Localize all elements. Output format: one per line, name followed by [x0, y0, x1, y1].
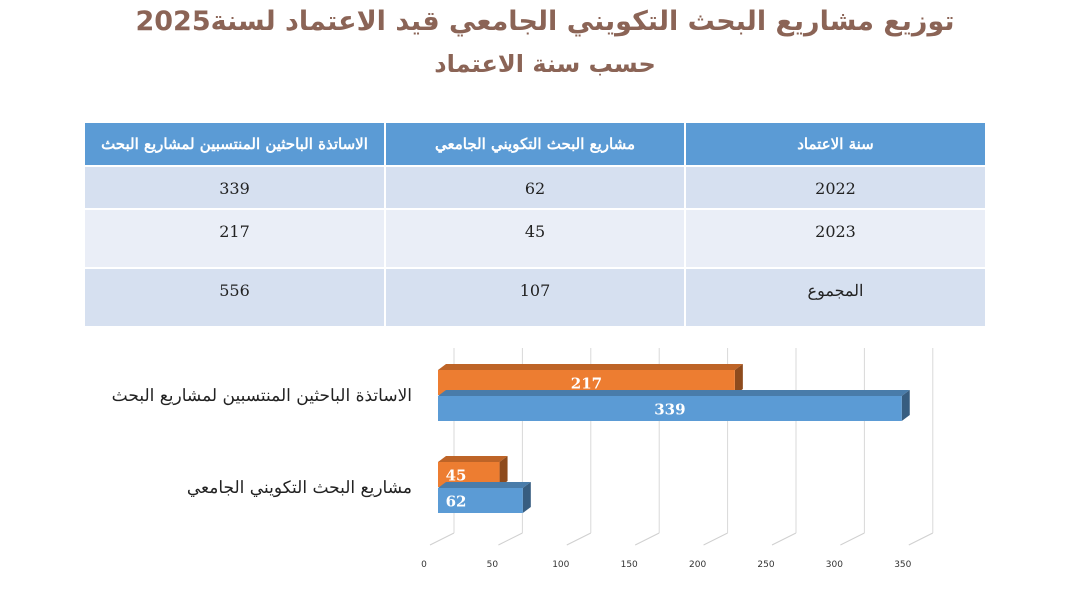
gridline-floor [498, 532, 523, 546]
bar-chart: 0 50 100 150 200 250 300 350 45 62 مشاريع البحث ال… [112, 348, 934, 570]
cell-projects: 62 [385, 165, 686, 209]
category-label: مشاريع البحث التكويني الجامعي [187, 478, 412, 498]
gridline-floor [840, 532, 865, 546]
x-tick-label: 0 [421, 560, 427, 570]
cell-year: 2023 [685, 208, 985, 268]
x-tick-label: 150 [621, 560, 638, 570]
data-label: 339 [654, 401, 685, 419]
x-tick-label: 200 [689, 560, 706, 570]
x-tick-label: 100 [552, 560, 569, 570]
data-label: 217 [571, 375, 602, 393]
summary-table: الاساتذة الباحثين المنتسبين لمشاريع البح… [85, 123, 985, 326]
bar-side-face [734, 364, 743, 395]
cell-year: 2022 [685, 165, 985, 209]
bar-top-face [438, 390, 910, 396]
table-row: 556 107 المجموع [85, 267, 985, 326]
data-label: 45 [446, 467, 467, 485]
category-label: الاساتذة الباحثين المنتسبين لمشاريع البح… [112, 386, 412, 406]
gridline-floor [908, 532, 934, 546]
chart-title-line2: حسب سنة الاعتماد [434, 50, 656, 78]
bar-side-face [522, 482, 531, 513]
data-label: 62 [446, 493, 467, 511]
gridline-floor [429, 532, 455, 546]
gridline-floor [771, 532, 797, 546]
x-tick-label: 50 [487, 560, 499, 570]
cell-projects: 107 [385, 267, 686, 326]
cell-researchers: 339 [85, 165, 386, 209]
bar [438, 396, 902, 421]
table-row: 217 45 2023 [85, 208, 985, 268]
bar-top-face [438, 456, 508, 462]
header-year: سنة الاعتماد [685, 123, 985, 166]
bar-top-face [438, 364, 743, 370]
gridline-floor [634, 532, 660, 546]
header-projects: مشاريع البحث التكويني الجامعي [385, 123, 686, 166]
x-tick-label: 300 [826, 560, 843, 570]
bar-side-face [901, 390, 910, 421]
header-researchers: الاساتذة الباحثين المنتسبين لمشاريع البح… [85, 123, 386, 166]
table-row: 339 62 2022 [85, 165, 985, 209]
chart-title-line1: توزيع مشاريع البحث التكويني الجامعي قيد … [135, 6, 955, 37]
gridline-floor [703, 532, 728, 546]
cell-projects: 45 [385, 208, 686, 268]
cell-year: المجموع [685, 267, 985, 326]
cell-researchers: 556 [85, 267, 386, 326]
bar-top-face [438, 482, 531, 488]
bar-side-face [499, 456, 508, 487]
cell-researchers: 217 [85, 208, 386, 268]
table-header-row: الاساتذة الباحثين المنتسبين لمشاريع البح… [85, 123, 985, 166]
gridline-floor [566, 532, 592, 546]
bar [438, 488, 523, 513]
x-tick-label: 250 [757, 560, 774, 570]
x-tick-label: 350 [894, 560, 911, 570]
